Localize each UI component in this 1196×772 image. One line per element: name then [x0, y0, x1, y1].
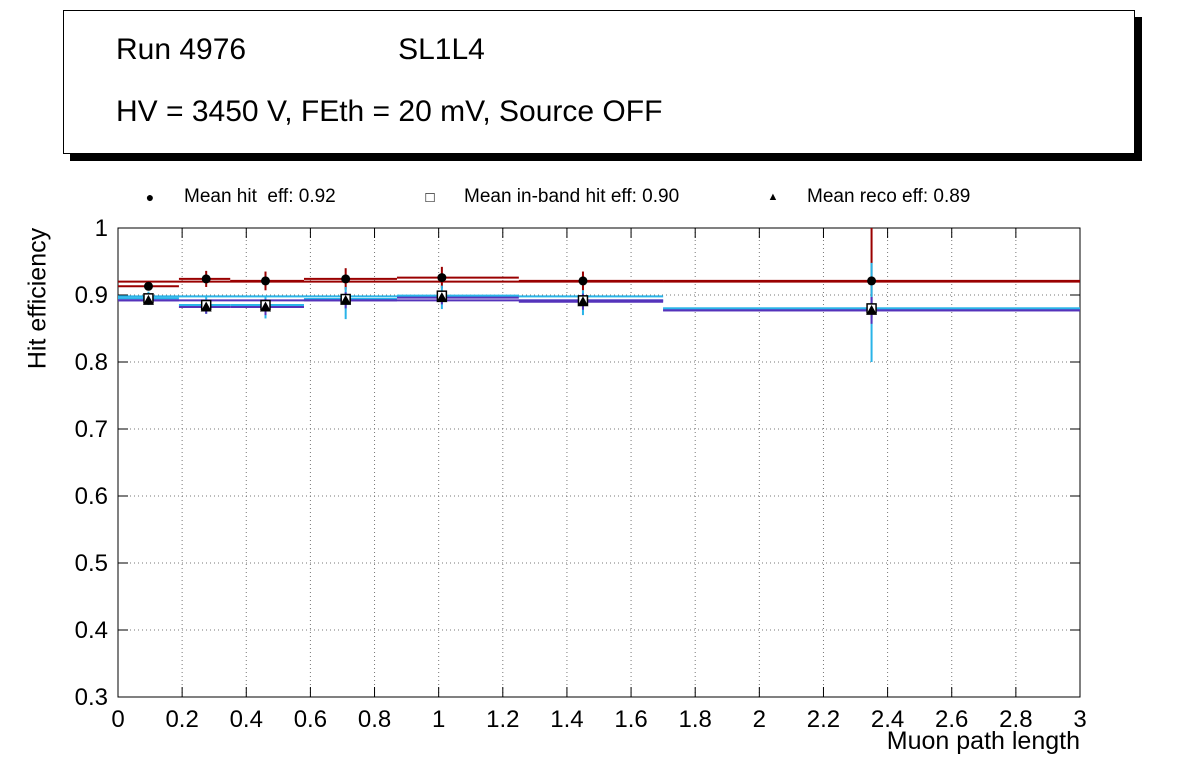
svg-text:3: 3: [1073, 706, 1086, 733]
svg-text:0.4: 0.4: [230, 706, 263, 733]
legend-label: Mean hit eff: 0.92: [184, 186, 336, 207]
legend-label: Mean reco eff: 0.89: [807, 186, 971, 207]
svg-text:2: 2: [753, 706, 766, 733]
filled-triangle-icon: ▲: [767, 191, 779, 203]
svg-text:2.2: 2.2: [807, 706, 840, 733]
svg-text:0.8: 0.8: [75, 349, 108, 376]
svg-text:1.2: 1.2: [486, 706, 519, 733]
x-axis-title: Muon path length: [886, 727, 1080, 755]
svg-text:1.6: 1.6: [614, 706, 647, 733]
legend-item-mean-inband-hit-eff: □ Mean in-band hit eff: 0.90: [422, 184, 679, 210]
title-line1: Run 4976 SL1L4: [116, 33, 485, 67]
svg-text:1: 1: [95, 215, 108, 242]
svg-text:2.4: 2.4: [871, 706, 904, 733]
svg-text:0.2: 0.2: [165, 706, 198, 733]
legend-item-mean-hit-eff: ● Mean hit eff: 0.92: [142, 184, 336, 210]
svg-text:1.8: 1.8: [679, 706, 712, 733]
svg-text:0.9: 0.9: [75, 282, 108, 309]
legend-label: Mean in-band hit eff: 0.90: [464, 186, 680, 207]
svg-text:0.4: 0.4: [75, 617, 108, 644]
svg-text:0: 0: [111, 706, 124, 733]
svg-text:2.6: 2.6: [935, 706, 968, 733]
svg-text:0.3: 0.3: [75, 684, 108, 711]
svg-text:0.5: 0.5: [75, 550, 108, 577]
run-label: Run 4976: [116, 33, 247, 66]
svg-text:2.8: 2.8: [999, 706, 1032, 733]
legend-item-mean-reco-eff: ▲ Mean reco eff: 0.89: [765, 184, 971, 210]
title-box: Run 4976 SL1L4 HV = 3450 V, FEth = 20 mV…: [63, 10, 1135, 154]
svg-text:1: 1: [432, 706, 445, 733]
svg-text:0.8: 0.8: [358, 706, 391, 733]
conditions-label: HV = 3450 V, FEth = 20 mV, Source OFF: [116, 95, 663, 128]
filled-circle-icon: ●: [145, 189, 155, 205]
svg-text:1.4: 1.4: [550, 706, 583, 733]
open-square-icon: □: [425, 188, 435, 206]
svg-text:0.6: 0.6: [75, 483, 108, 510]
chamber-label: SL1L4: [398, 33, 485, 66]
svg-text:0.7: 0.7: [75, 416, 108, 443]
svg-text:0.6: 0.6: [294, 706, 327, 733]
